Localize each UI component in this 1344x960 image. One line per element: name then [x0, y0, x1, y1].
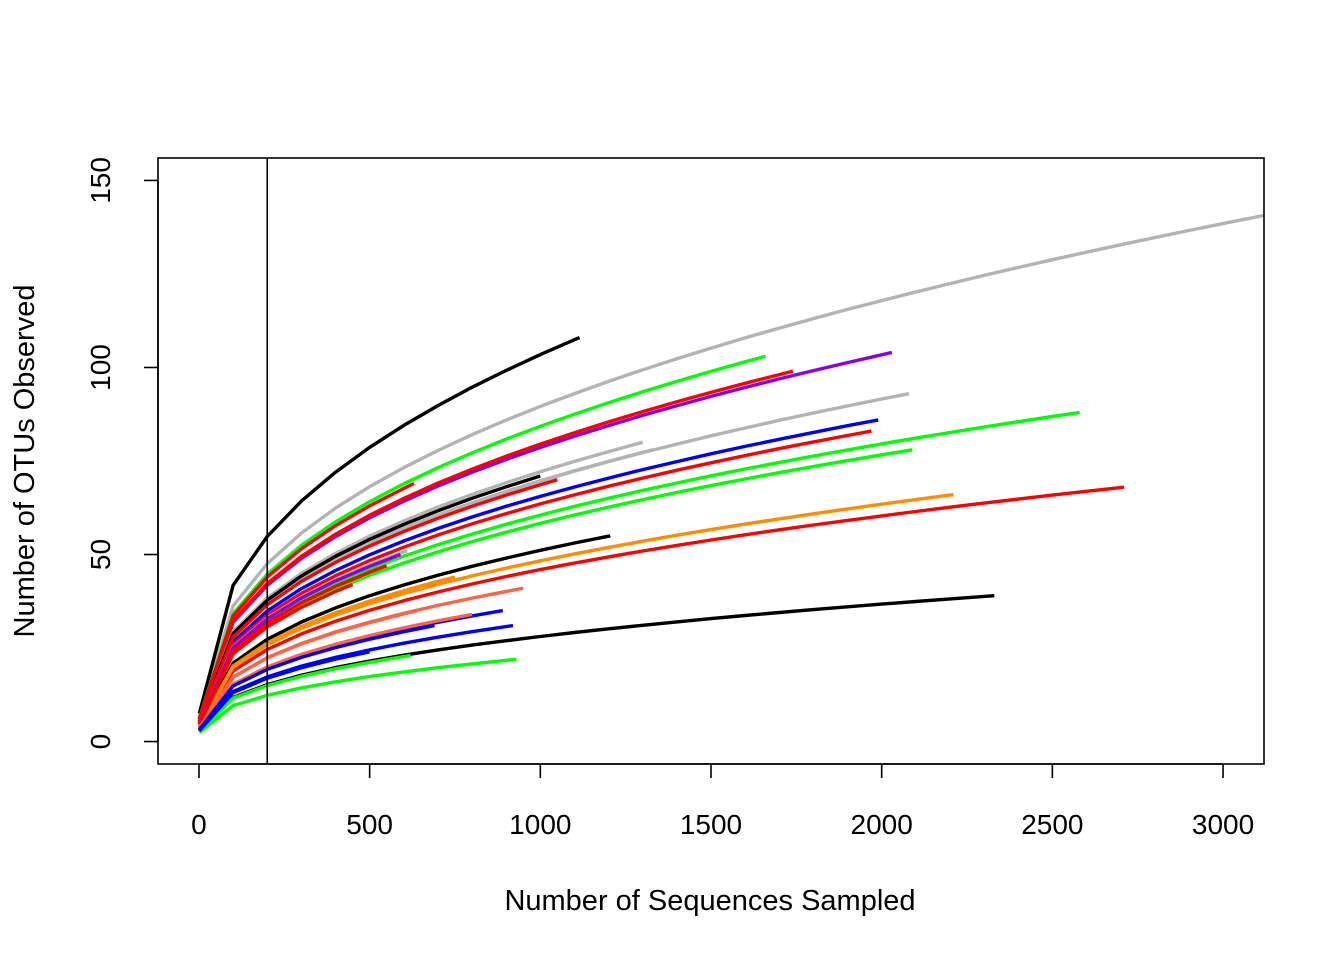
series-line-10: [197, 440, 644, 722]
x-axis: 0 500 1000 1500 2000 2500 3000: [191, 763, 1254, 840]
x-tick-label: 2500: [1021, 809, 1083, 840]
series-line-33: [198, 650, 370, 732]
series-line-27: [197, 612, 473, 731]
series-line-5: [197, 369, 794, 720]
series-line-8: [197, 410, 1080, 725]
y-tick-label: 0: [85, 734, 116, 750]
series-line-31: [198, 657, 517, 735]
x-axis-title: Number of Sequences Sampled: [504, 885, 915, 917]
series-line-23: [197, 582, 354, 726]
x-tick-label: 2000: [851, 809, 913, 840]
series-line-18: [197, 534, 611, 727]
series-line-3: [197, 354, 767, 719]
series-line-4: [197, 350, 893, 721]
y-axis-title: Number of OTUs Observed: [9, 285, 41, 638]
series-line-16: [197, 485, 1125, 729]
x-tick-label: 1500: [680, 809, 742, 840]
x-tick-label: 500: [346, 809, 393, 840]
series-line-32: [198, 653, 411, 733]
series-line-26: [197, 608, 418, 730]
series-line-21: [197, 564, 388, 725]
series-line-13: [197, 474, 541, 722]
series-line-15: [197, 481, 415, 720]
series-line-20: [197, 552, 402, 725]
y-tick-label: 150: [85, 157, 116, 204]
series-line-11: [197, 448, 654, 723]
series-line-17: [197, 493, 954, 728]
series-line-22: [197, 575, 456, 728]
series-line-12: [197, 448, 913, 726]
series-layer: [197, 213, 1264, 735]
y-tick-label: 100: [85, 344, 116, 391]
x-tick-label: 1000: [509, 809, 571, 840]
series-line-9: [197, 429, 872, 724]
y-tick-label: 50: [85, 539, 116, 570]
series-line-1: [197, 213, 1264, 718]
series-line-7: [197, 418, 879, 724]
x-tick-label: 3000: [1192, 809, 1254, 840]
series-line-29: [197, 623, 435, 731]
x-tick-label: 0: [191, 809, 207, 840]
y-axis: 0 50 100 150: [85, 157, 159, 750]
series-line-14: [197, 478, 558, 723]
